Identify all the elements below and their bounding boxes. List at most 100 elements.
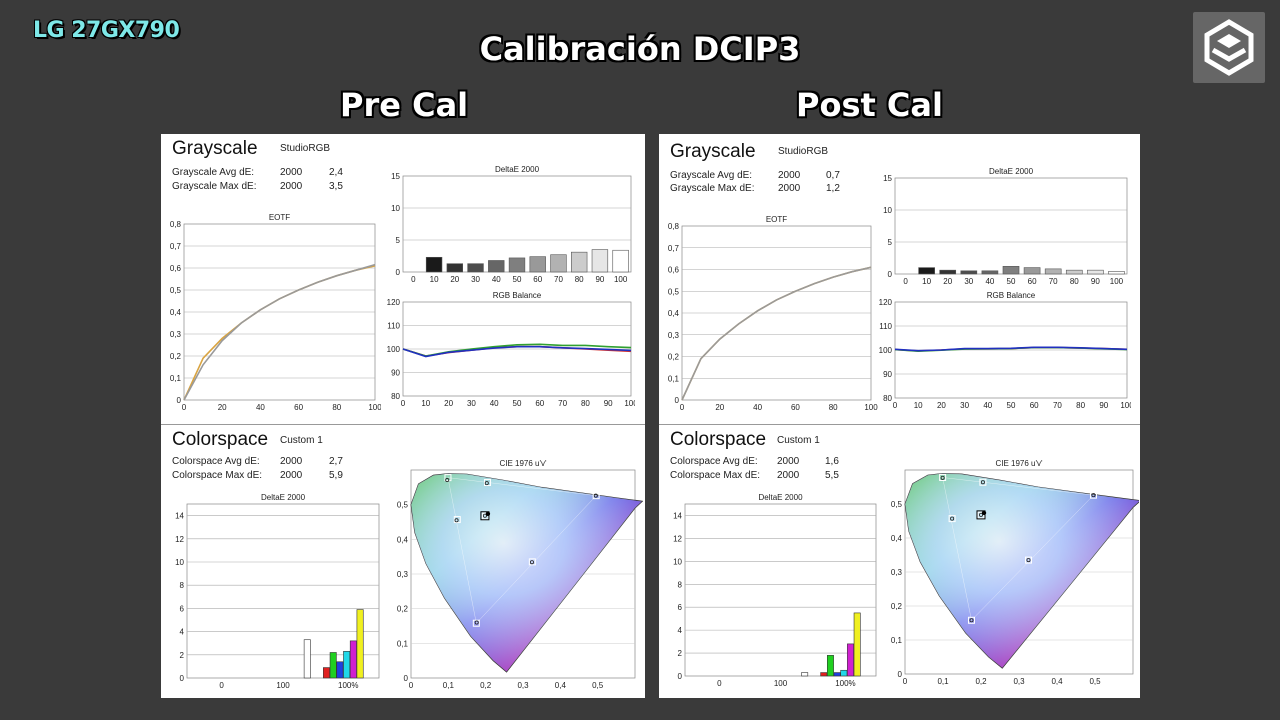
x-tick-label: 60	[533, 275, 542, 284]
post-cal-heading: Post Cal	[796, 86, 943, 124]
plot-area	[684, 503, 877, 677]
bar-70	[1044, 268, 1062, 275]
chart-title: RGB Balance	[987, 291, 1036, 300]
pre-cs-max-value: 5,9	[329, 470, 343, 481]
y-tick-label: 2	[180, 651, 185, 660]
bar-cyan	[840, 669, 848, 677]
x-tick-label: 100	[614, 275, 628, 284]
x-tick-label: 20	[218, 403, 227, 412]
x-tick-label: 0,3	[1013, 677, 1025, 686]
pre-cie-chart: CIE 1976 u'v' 0 0,1 0,2 0,3 0,4 0,5 0 0,1 0,2 0,3 0…	[397, 459, 643, 690]
series-line-2	[894, 346, 1128, 352]
pre-colorspace-profile: Custom 1	[280, 435, 323, 446]
y-tick-label: 5	[888, 238, 893, 247]
post-cs-max-value: 5,5	[825, 470, 839, 481]
pre-cs-avg-year: 2000	[280, 456, 303, 467]
pre-gs-max-label: Grayscale Max dE:	[172, 181, 257, 192]
x-tick-label: 90	[1091, 277, 1100, 286]
pre-colorspace-de-chart: DeltaE 2000 0 2 4 6 8 10 12 14 0 100 100%	[175, 493, 380, 690]
y-tick-label: 0	[888, 270, 893, 279]
pre-eotf-chart: EOTF 0 0,1 0,2 0,3 0,4 0,5 0,6 0,7 0,8 0 20 40 60 80 10…	[170, 213, 381, 412]
y-tick-label: 0,6	[170, 264, 182, 273]
post-gs-avg-label: Grayscale Avg dE:	[670, 170, 753, 181]
bar-100	[612, 249, 629, 273]
cube-logo-icon	[1204, 19, 1254, 76]
post-cs-avg-label: Colorspace Avg dE:	[670, 456, 758, 467]
series-line-1	[681, 266, 872, 401]
white-measured-dot	[485, 511, 491, 516]
x-tick-label: 40	[256, 403, 265, 412]
measured-point-5	[482, 513, 487, 518]
y-tick-label: 0,2	[668, 353, 680, 362]
x-tick-label: 30	[964, 277, 973, 286]
chart-title: DeltaE 2000	[261, 493, 306, 502]
y-tick-label: 80	[391, 392, 400, 401]
chart-title: EOTF	[269, 213, 290, 222]
post-cs-avg-year: 2000	[777, 456, 800, 467]
bar-green	[826, 655, 834, 677]
y-tick-label: 0	[177, 396, 182, 405]
y-tick-label: 0,3	[170, 330, 182, 339]
y-tick-label: 0,4	[668, 309, 680, 318]
y-tick-label: 80	[883, 394, 892, 403]
bar-white	[303, 639, 311, 679]
measured-point-5	[979, 512, 984, 517]
y-tick-label: 15	[883, 174, 892, 183]
series-line-2	[402, 345, 632, 358]
measured-point-0	[593, 493, 598, 498]
y-tick-label: 0	[898, 670, 903, 679]
target-square-1	[939, 473, 947, 481]
bar-20	[446, 263, 463, 273]
x-tick-label: 60	[294, 403, 303, 412]
target-square-2	[968, 616, 975, 624]
target-square-2	[472, 619, 480, 627]
x-tick-label: 20	[715, 403, 724, 412]
pre-grayscale-title: Grayscale	[172, 138, 258, 159]
y-tick-label: 120	[387, 298, 401, 307]
x-tick-label: 0	[903, 277, 908, 286]
x-tick-label: 0	[411, 275, 416, 284]
measured-point-6	[484, 481, 489, 486]
post-gs-max-label: Grayscale Max dE:	[670, 183, 755, 194]
y-tick-label: 0,5	[170, 286, 182, 295]
x-tick-label: 0	[409, 681, 414, 690]
pre-cal-heading: Pre Cal	[340, 86, 469, 124]
x-tick-label: 50	[513, 399, 522, 408]
y-tick-label: 10	[175, 558, 184, 567]
x-tick-label: 20	[444, 399, 453, 408]
y-tick-label: 0,2	[891, 602, 903, 611]
post-cs-max-year: 2000	[777, 470, 800, 481]
y-tick-label: 0,4	[397, 535, 409, 544]
bar-green	[329, 652, 337, 679]
bar-50	[508, 257, 526, 273]
measured-point-3	[529, 560, 534, 565]
bar-100	[1108, 271, 1125, 275]
pre-gs-max-year: 2000	[280, 181, 303, 192]
spectral-locus-highlight	[411, 473, 643, 673]
pre-gs-avg-value: 2,4	[329, 167, 343, 178]
bar-10	[425, 256, 443, 273]
y-tick-label: 0	[404, 674, 409, 683]
x-tick-label: 0	[903, 677, 908, 686]
chart-title: DeltaE 2000	[758, 493, 803, 502]
y-tick-label: 6	[180, 604, 185, 613]
x-tick-label: 70	[1049, 277, 1058, 286]
y-tick-label: 14	[673, 511, 682, 520]
bar-70	[550, 254, 567, 273]
x-tick-label: 30	[471, 275, 480, 284]
y-tick-label: 110	[387, 322, 400, 331]
page-title: Calibración DCIP3	[479, 30, 801, 68]
bar-red	[323, 667, 330, 679]
y-tick-label: 0,3	[668, 331, 680, 340]
y-tick-label: 0,5	[891, 500, 903, 509]
target-square-0	[592, 492, 600, 500]
x-tick-label: 80	[829, 403, 838, 412]
x-tick-label: 0,3	[517, 681, 529, 690]
x-tick-label: 90	[1099, 401, 1108, 410]
y-tick-label: 14	[175, 512, 184, 521]
x-tick-label: 0,4	[555, 681, 567, 690]
brand-label: LG 27GX790	[33, 18, 180, 43]
bar-90	[1087, 269, 1104, 275]
y-tick-label: 0,4	[170, 308, 182, 317]
y-tick-label: 5	[396, 236, 401, 245]
